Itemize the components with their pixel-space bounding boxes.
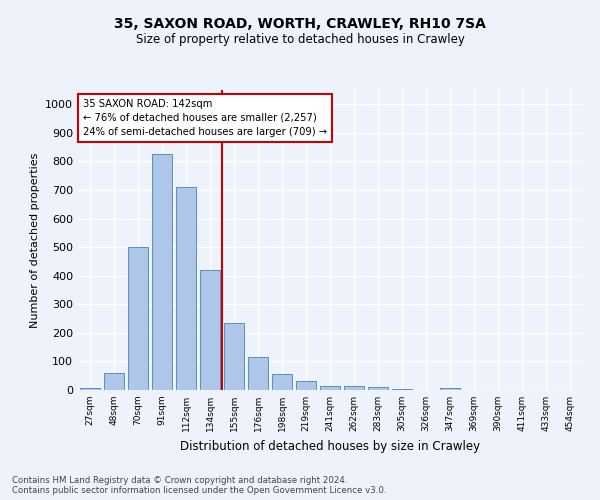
Bar <box>224 323 244 390</box>
Text: 35, SAXON ROAD, WORTH, CRAWLEY, RH10 7SA: 35, SAXON ROAD, WORTH, CRAWLEY, RH10 7SA <box>114 18 486 32</box>
Text: Size of property relative to detached houses in Crawley: Size of property relative to detached ho… <box>136 32 464 46</box>
Bar <box>440 388 460 390</box>
Bar <box>104 373 124 390</box>
Text: 35 SAXON ROAD: 142sqm
← 76% of detached houses are smaller (2,257)
24% of semi-d: 35 SAXON ROAD: 142sqm ← 76% of detached … <box>83 99 327 137</box>
Text: Contains HM Land Registry data © Crown copyright and database right 2024.
Contai: Contains HM Land Registry data © Crown c… <box>12 476 386 495</box>
Y-axis label: Number of detached properties: Number of detached properties <box>29 152 40 328</box>
Bar <box>200 270 220 390</box>
Bar <box>272 374 292 390</box>
Bar <box>296 380 316 390</box>
X-axis label: Distribution of detached houses by size in Crawley: Distribution of detached houses by size … <box>180 440 480 452</box>
Bar <box>152 154 172 390</box>
Bar <box>248 356 268 390</box>
Bar <box>392 388 412 390</box>
Bar <box>320 386 340 390</box>
Bar <box>344 386 364 390</box>
Bar <box>176 187 196 390</box>
Bar <box>128 247 148 390</box>
Bar <box>80 388 100 390</box>
Bar <box>368 387 388 390</box>
